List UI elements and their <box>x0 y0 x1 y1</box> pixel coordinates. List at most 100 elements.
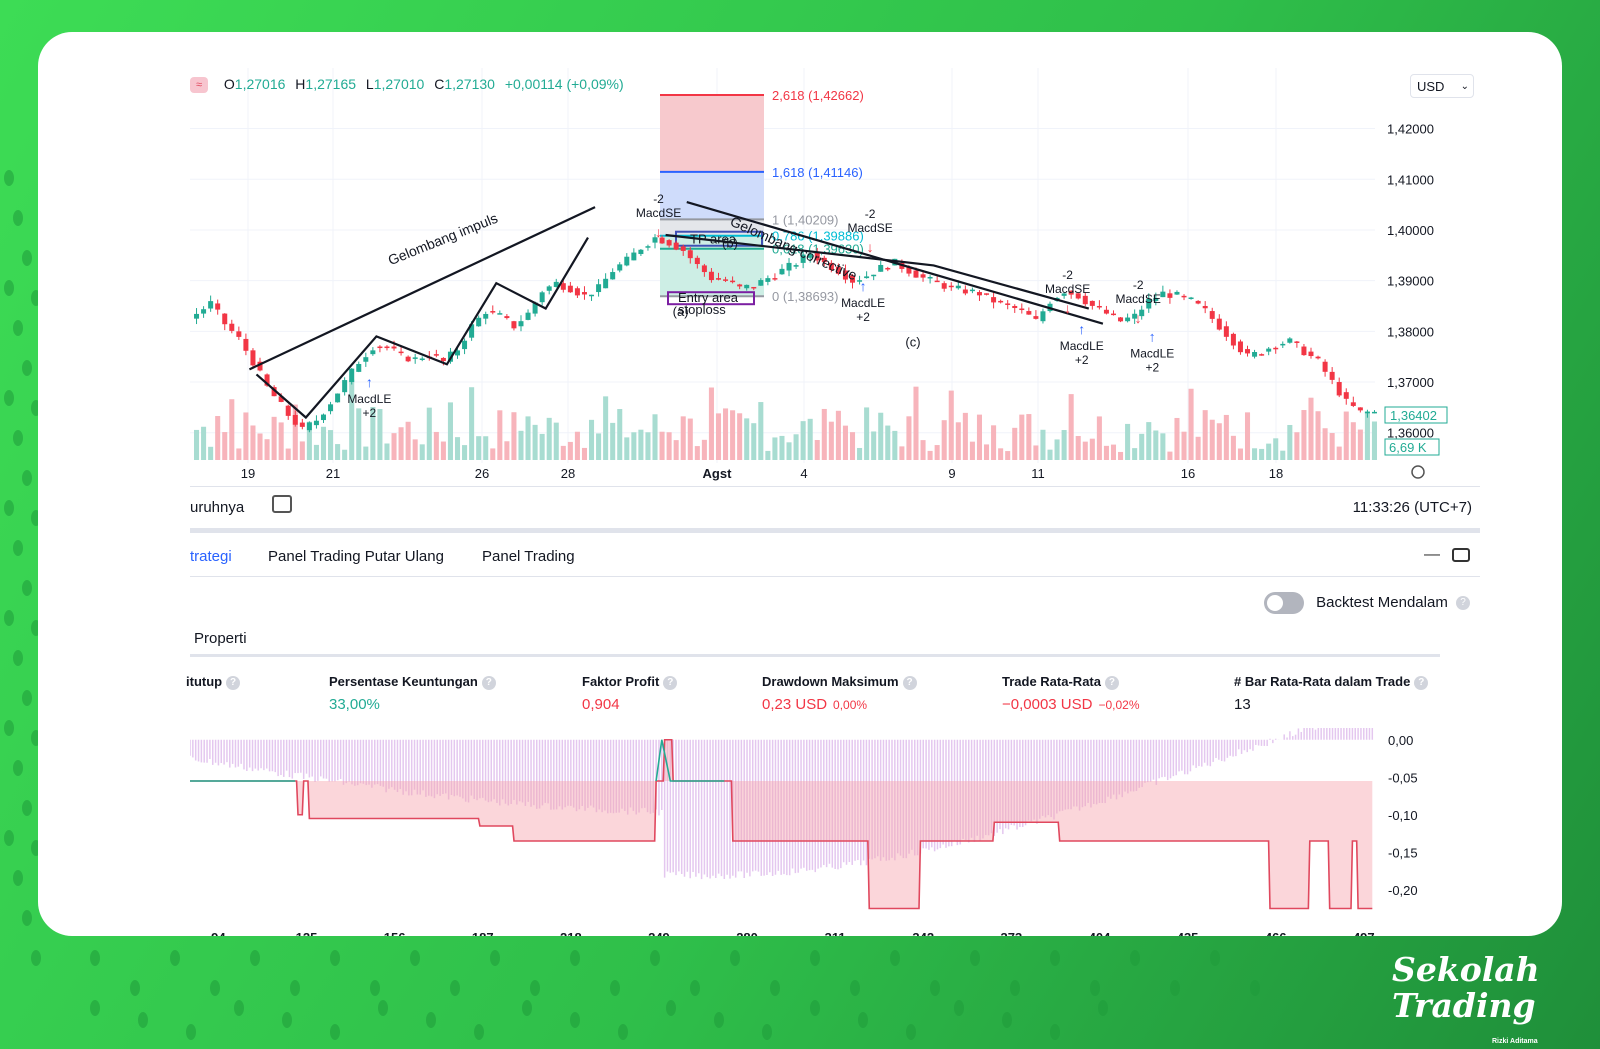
panel-resize-handle[interactable] <box>190 528 1480 533</box>
price-chart[interactable]: 2,618 (1,42662) 1,618 (1,41146) 1 (1,40209… <box>190 68 1480 488</box>
candle-body <box>687 250 693 259</box>
candle-body <box>419 358 425 360</box>
volume-bar <box>1153 430 1159 460</box>
decor-dot <box>690 980 700 996</box>
help-icon[interactable]: ? <box>1456 596 1470 610</box>
decor-dot <box>4 720 14 736</box>
help-icon[interactable]: ? <box>481 675 496 690</box>
volume-bar <box>849 432 856 460</box>
candle-body <box>349 368 355 383</box>
candle-body <box>1153 297 1159 301</box>
volume-bar <box>638 429 644 460</box>
candle-body <box>243 338 249 351</box>
help-icon[interactable]: ? <box>902 675 917 690</box>
volume-bar <box>814 439 820 460</box>
decor-dot <box>13 760 23 776</box>
candle-body <box>1132 313 1138 319</box>
volume-bar <box>328 430 334 460</box>
candle-body <box>666 240 672 246</box>
decor-dot <box>570 950 580 966</box>
tab-strategy-tester[interactable]: trategi <box>190 548 232 565</box>
decor-dot <box>4 170 14 186</box>
volume-bar <box>313 444 319 460</box>
help-icon[interactable]: ? <box>1414 675 1429 690</box>
sell-signal-label: MacdSE <box>636 206 681 220</box>
candle-body <box>328 404 334 412</box>
clock-display[interactable]: 11:33:26 (UTC+7) <box>1352 499 1472 516</box>
currency-label: USD <box>1417 79 1445 94</box>
fib-level-label: 2,618 (1,42662) <box>772 88 864 103</box>
minimize-icon[interactable]: — <box>1424 546 1440 563</box>
deep-backtest-toggle[interactable] <box>1263 592 1304 614</box>
volume-bar <box>370 407 376 460</box>
volume-bar <box>405 421 411 460</box>
range-all-button[interactable]: uruhnya <box>190 499 245 516</box>
candle-body <box>927 276 933 279</box>
tab-replay-trading[interactable]: Panel Trading Putar Ulang <box>268 548 444 565</box>
volume-bar <box>271 416 277 460</box>
volume-bar <box>1033 445 1039 460</box>
candle-body <box>906 266 912 274</box>
buy-signal-qty: +2 <box>1145 360 1159 374</box>
decor-dot <box>31 840 41 856</box>
decor-dot <box>570 1012 580 1028</box>
volume-bar <box>483 436 489 460</box>
candle-body <box>1061 293 1067 296</box>
candle-body <box>976 292 982 296</box>
equity-x-tick: 404 <box>1089 930 1111 936</box>
equity-x-tick: 497 <box>1353 930 1375 936</box>
sell-signal-qty: -2 <box>1062 268 1073 282</box>
decor-dot <box>13 430 23 446</box>
decor-dot <box>22 910 32 926</box>
tab-underline <box>190 654 1440 657</box>
equity-chart[interactable]: 0,00 -0,05 -0,10 -0,15 -0,20 94 125 156 187 218 24… <box>190 728 1480 936</box>
impulse-trend-line <box>248 206 596 371</box>
candle-body <box>1343 392 1349 399</box>
close-label: C <box>434 76 445 92</box>
candle-body <box>737 284 743 287</box>
volume-bar <box>687 418 693 460</box>
candle-body <box>814 252 820 261</box>
help-icon[interactable]: ? <box>663 675 678 690</box>
candle-body <box>1336 382 1342 396</box>
decor-dot <box>22 470 32 486</box>
decor-dot <box>22 250 32 266</box>
volume-bar <box>299 441 305 460</box>
volume-bar <box>1237 448 1243 460</box>
tab-properties[interactable]: Properti <box>194 630 247 647</box>
candle-body <box>1026 311 1032 315</box>
candle-body <box>610 272 616 280</box>
decor-dot <box>770 980 780 996</box>
decor-dot <box>22 580 32 596</box>
candle-body <box>1223 326 1229 337</box>
help-icon[interactable]: ? <box>1104 675 1119 690</box>
volume-bar <box>793 434 799 460</box>
decor-dot <box>13 320 23 336</box>
volume-bar <box>1209 419 1215 460</box>
calendar-icon[interactable] <box>272 495 292 513</box>
candle-body <box>264 374 270 386</box>
candle-body <box>222 313 228 325</box>
volume-bar <box>222 432 228 460</box>
volume-bar <box>426 407 432 460</box>
volume-bar <box>821 408 827 460</box>
candle-body <box>1082 295 1088 305</box>
decor-dot <box>858 1012 868 1028</box>
volume-bar <box>525 416 531 460</box>
maximize-icon[interactable] <box>1452 548 1470 562</box>
candle-body <box>504 316 510 319</box>
decor-dot <box>810 950 820 966</box>
last-price-badge <box>1384 406 1448 424</box>
help-icon[interactable]: ? <box>226 675 241 690</box>
candle-body <box>1245 349 1251 354</box>
sell-signal-qty: -2 <box>865 207 876 221</box>
decor-dot <box>4 610 14 626</box>
equity-x-tick: 94 <box>211 930 226 936</box>
volume-bar <box>1223 414 1229 460</box>
decor-dot <box>234 1000 244 1016</box>
candle-body <box>1266 348 1272 352</box>
currency-select[interactable]: USD ⌄ <box>1410 74 1474 98</box>
candle-body <box>617 264 623 271</box>
tab-trading-panel[interactable]: Panel Trading <box>482 548 575 565</box>
candle-body <box>730 280 736 283</box>
